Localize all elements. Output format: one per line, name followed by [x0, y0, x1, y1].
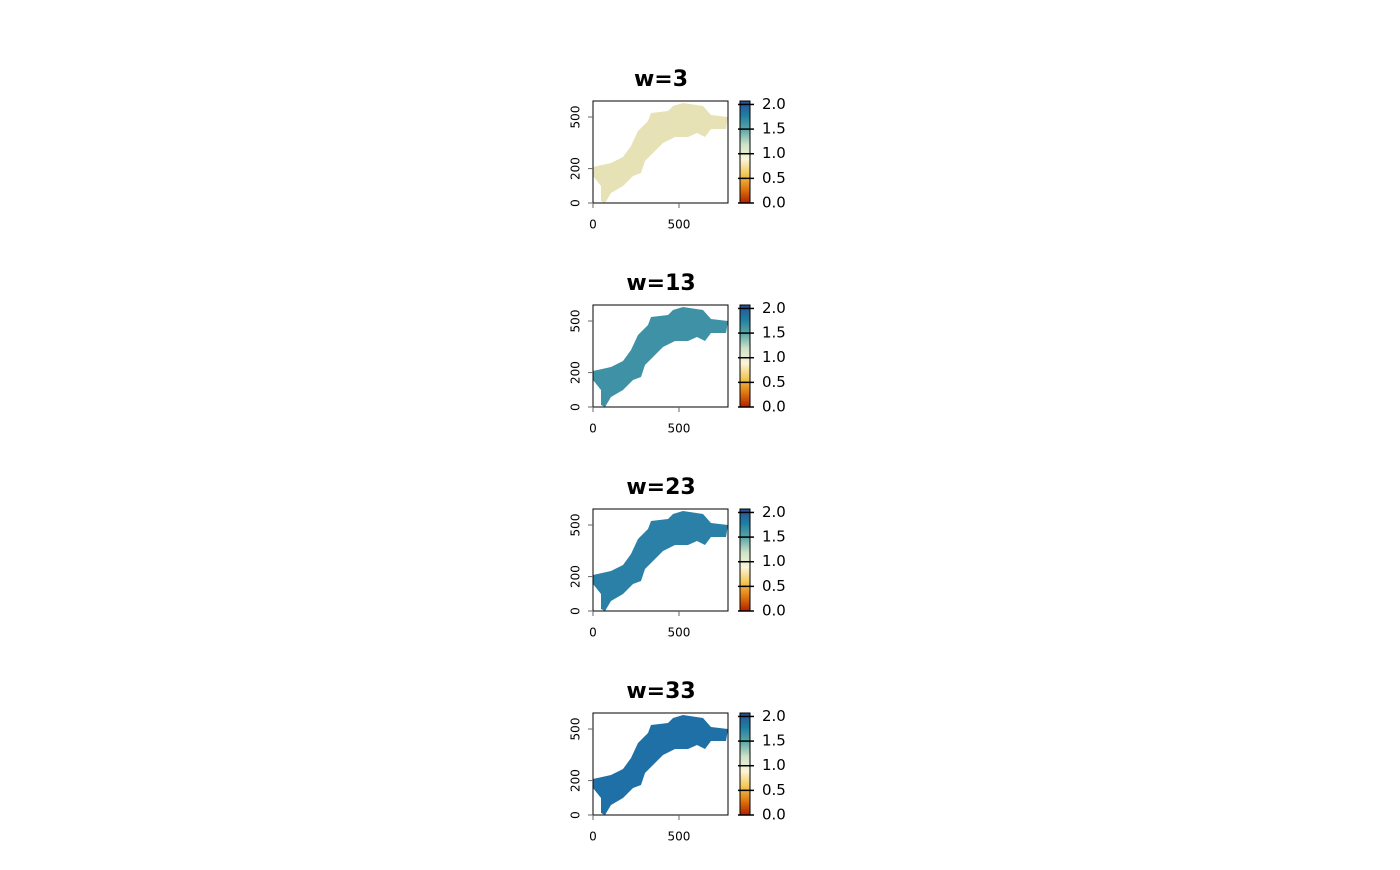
x-tick-label: 0: [589, 830, 597, 844]
colorbar-tick-label: 0.5: [762, 781, 786, 799]
colorbar-tick-label: 2.0: [762, 503, 786, 521]
y-tick-label: 500: [569, 718, 583, 741]
colorbar-tick-label: 0.0: [762, 806, 786, 824]
y-tick-label: 200: [569, 565, 583, 588]
x-tick-label: 500: [668, 830, 691, 844]
plot-frame: [592, 304, 729, 408]
raster-area: [593, 103, 728, 203]
colorbar-tick-label: 1.5: [762, 732, 786, 750]
x-tick-label: 0: [589, 218, 597, 232]
colorbar-tick-label: 0.5: [762, 577, 786, 595]
plot-frame: [592, 712, 729, 816]
x-tick-label: 0: [589, 422, 597, 436]
colorbar-tick-label: 2.0: [762, 299, 786, 317]
panel-title: w=3: [634, 67, 688, 92]
panel: w=33 0 500 0 200 500 0.0 0.5 1.0 1.5 2.0: [569, 679, 786, 844]
colorbar-tick-label: 1.0: [762, 348, 786, 366]
y-tick-label: 0: [569, 607, 583, 615]
panel: w=23 0 500 0 200 500 0.0 0.5 1.0 1.5 2.0: [569, 475, 786, 640]
x-tick-label: 500: [668, 422, 691, 436]
colorbar-tick-label: 0.5: [762, 373, 786, 391]
colorbar-tick-label: 1.5: [762, 120, 786, 138]
colorbar-tick-label: 0.0: [762, 602, 786, 620]
y-tick-label: 500: [569, 514, 583, 537]
colorbar-tick-label: 0.0: [762, 398, 786, 416]
colorbar-tick-label: 2.0: [762, 95, 786, 113]
y-tick-label: 500: [569, 310, 583, 333]
raster-area: [593, 307, 728, 407]
colorbar-tick-label: 0.5: [762, 169, 786, 187]
y-tick-label: 200: [569, 361, 583, 384]
y-tick-label: 0: [569, 811, 583, 819]
y-tick-label: 0: [569, 403, 583, 411]
colorbar-tick-label: 1.0: [762, 756, 786, 774]
plot-frame: [592, 508, 729, 612]
x-tick-label: 0: [589, 626, 597, 640]
colorbar-tick-label: 1.0: [762, 552, 786, 570]
y-tick-label: 200: [569, 769, 583, 792]
panel: w=3 0 500 0 200 500 0.0 0.5 1.0 1.5 2.0: [569, 67, 786, 232]
colorbar: [739, 304, 751, 408]
x-tick-label: 500: [668, 626, 691, 640]
y-tick-label: 200: [569, 157, 583, 180]
panel-title: w=13: [626, 271, 695, 296]
y-tick-label: 500: [569, 106, 583, 129]
raster-area: [593, 511, 728, 611]
raster-area: [593, 715, 728, 815]
colorbar-tick-label: 1.5: [762, 324, 786, 342]
y-tick-label: 0: [569, 199, 583, 207]
panel-title: w=23: [626, 475, 695, 500]
colorbar-tick-label: 0.0: [762, 194, 786, 212]
colorbar: [739, 712, 751, 816]
panel-title: w=33: [626, 679, 695, 704]
colorbar-tick-label: 1.5: [762, 528, 786, 546]
colorbar: [739, 100, 751, 204]
panel: w=13 0 500 0 200 500 0.0 0.5 1.0 1.5 2.0: [569, 271, 786, 436]
x-tick-label: 500: [668, 218, 691, 232]
plot-frame: [592, 100, 729, 204]
colorbar: [739, 508, 751, 612]
colorbar-tick-label: 1.0: [762, 144, 786, 162]
colorbar-tick-label: 2.0: [762, 707, 786, 725]
